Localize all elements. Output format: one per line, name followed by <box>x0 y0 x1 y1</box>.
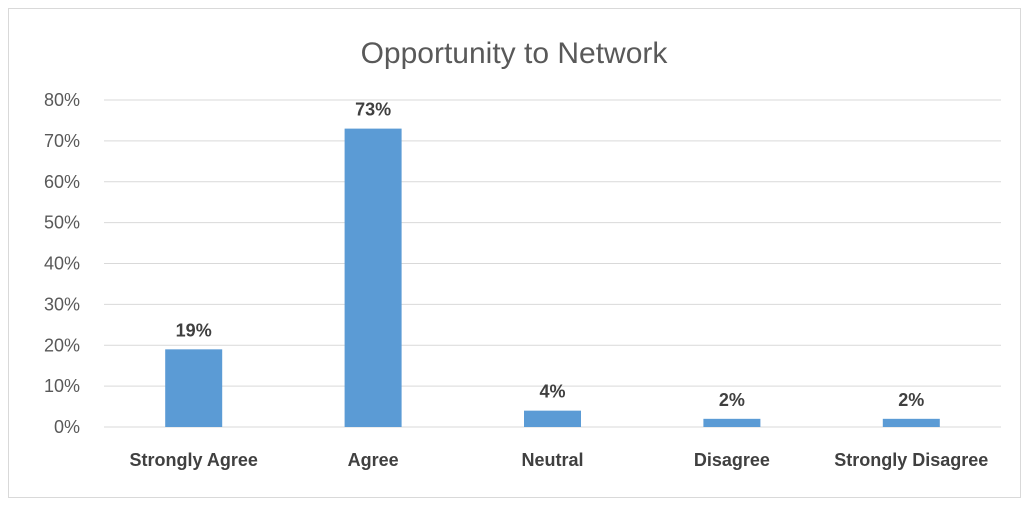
y-tick-label: 80% <box>44 90 80 110</box>
data-labels: 19% 73% 4% 2% 2% <box>176 100 925 410</box>
data-label: 73% <box>355 100 391 120</box>
bar <box>882 418 940 427</box>
bar <box>344 128 402 428</box>
data-label: 2% <box>719 390 745 410</box>
gridlines <box>104 99 1001 428</box>
x-axis-categories: Strongly Agree Agree Neutral Disagree Strong… <box>130 450 989 470</box>
chart-title: Opportunity to Network <box>361 37 669 70</box>
x-category-label: Strongly Agree <box>130 450 258 470</box>
x-category-label: Neutral <box>521 450 583 470</box>
x-category-label: Disagree <box>694 450 770 470</box>
x-category-label: Strongly Disagree <box>834 450 988 470</box>
y-tick-label: 40% <box>44 254 80 274</box>
bar <box>524 410 581 427</box>
bars <box>165 128 940 428</box>
y-tick-label: 50% <box>44 213 80 233</box>
x-category-label: Agree <box>348 450 399 470</box>
y-tick-label: 30% <box>44 294 80 314</box>
data-label: 2% <box>898 390 924 410</box>
y-tick-label: 0% <box>54 417 80 437</box>
y-tick-label: 60% <box>44 172 80 192</box>
data-label: 4% <box>539 382 565 402</box>
y-tick-label: 70% <box>44 131 80 151</box>
data-label: 19% <box>176 320 212 340</box>
y-axis-ticks: 0% 10% 20% 30% 40% 50% 60% 70% 80% <box>44 90 80 437</box>
bar <box>703 418 761 427</box>
y-tick-label: 10% <box>44 376 80 396</box>
bar <box>165 349 223 427</box>
y-tick-label: 20% <box>44 335 80 355</box>
